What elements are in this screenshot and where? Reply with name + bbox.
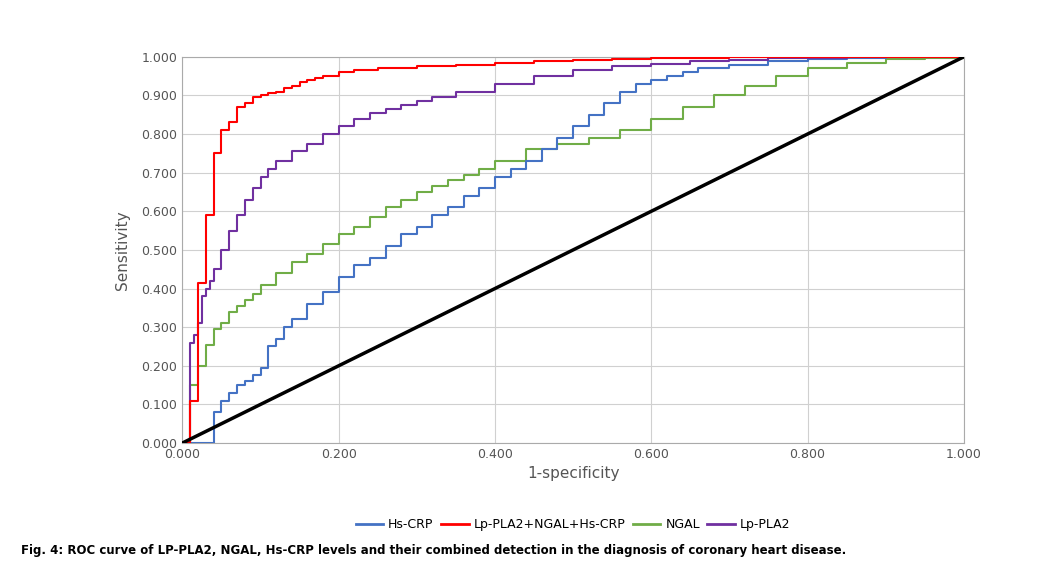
X-axis label: 1-specificity: 1-specificity (527, 466, 619, 482)
Legend: Hs-CRP, Lp-PLA2+NGAL+Hs-CRP, NGAL, Lp-PLA2: Hs-CRP, Lp-PLA2+NGAL+Hs-CRP, NGAL, Lp-PL… (351, 513, 795, 536)
Text: Fig. 4: ROC curve of LP-PLA2, NGAL, Hs-CRP levels and their combined detection i: Fig. 4: ROC curve of LP-PLA2, NGAL, Hs-C… (21, 544, 846, 557)
Y-axis label: Sensitivity: Sensitivity (116, 210, 130, 290)
